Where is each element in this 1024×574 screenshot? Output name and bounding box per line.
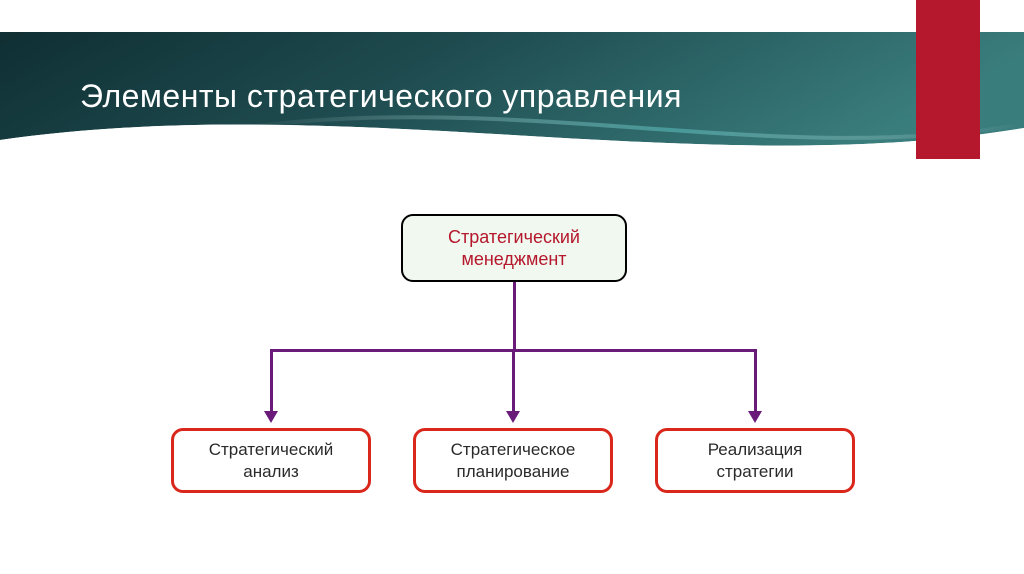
connector-line (270, 349, 273, 413)
connector-line (513, 282, 516, 352)
page-title: Элементы стратегического управления (80, 78, 682, 115)
node-child-implementation: Реализация стратегии (655, 428, 855, 493)
node-child-line1: Реализация (708, 440, 803, 459)
node-child-line1: Стратегический (209, 440, 334, 459)
node-child-line1: Стратегическое (451, 440, 576, 459)
node-child-line2: стратегии (716, 462, 793, 481)
connector-arrowhead-icon (506, 411, 520, 423)
accent-bar (916, 0, 980, 159)
node-child-analysis: Стратегический анализ (171, 428, 371, 493)
node-child-line2: анализ (243, 462, 299, 481)
connector-arrowhead-icon (264, 411, 278, 423)
node-child-line2: планирование (456, 462, 569, 481)
node-root-line1: Стратегический (448, 227, 580, 247)
connector-line (512, 349, 515, 413)
connector-arrowhead-icon (748, 411, 762, 423)
node-root: Стратегический менеджмент (401, 214, 627, 282)
node-root-line2: менеджмент (461, 249, 566, 269)
node-child-planning: Стратегическое планирование (413, 428, 613, 493)
connector-line (754, 349, 757, 413)
